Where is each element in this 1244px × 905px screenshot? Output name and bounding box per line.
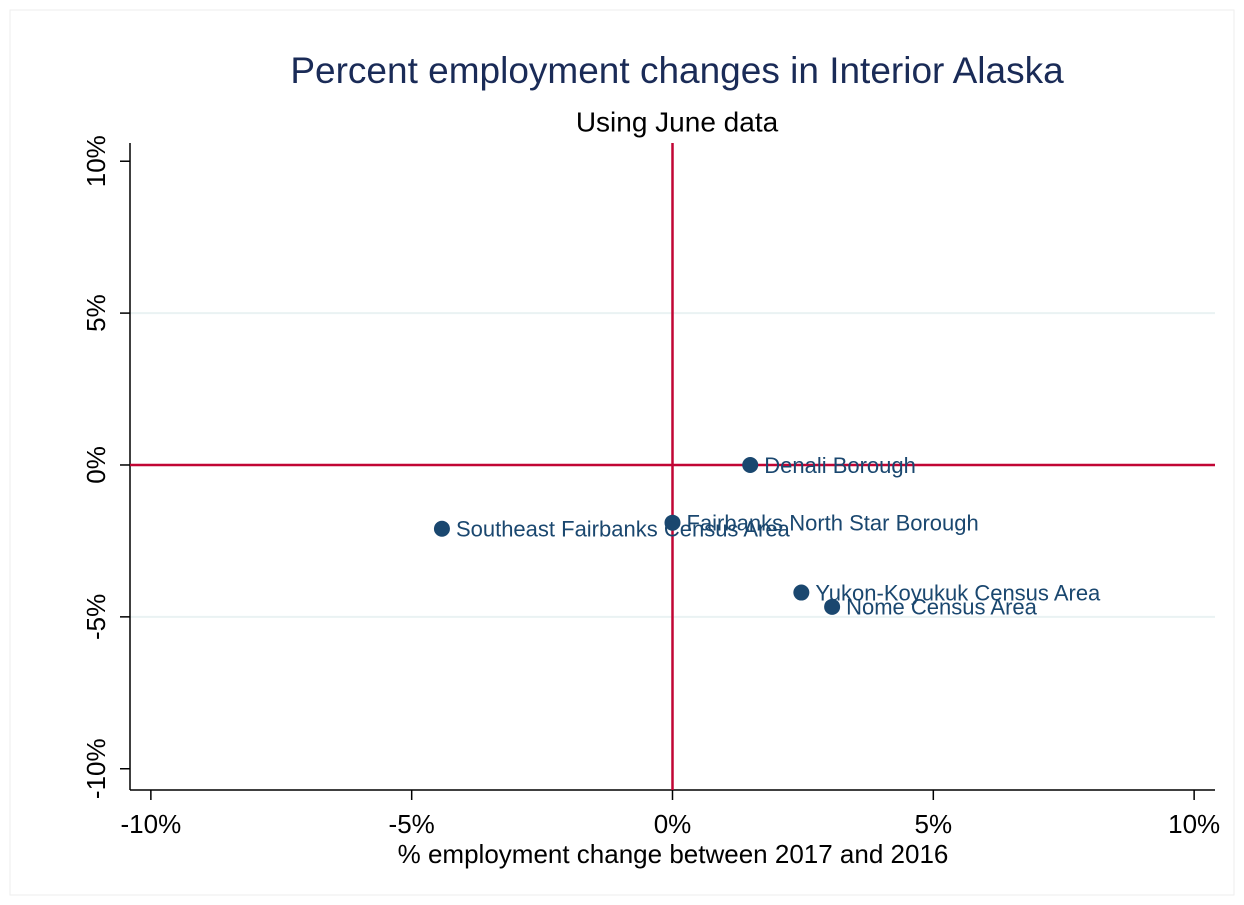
chart-title: Percent employment changes in Interior A…: [290, 50, 1064, 91]
x-tick-label: 5%: [915, 809, 953, 839]
y-tick-label: -5%: [81, 594, 111, 640]
point-label: Yukon-Koyukuk Census Area: [815, 580, 1101, 605]
point: [793, 584, 810, 601]
point-label: Nome Census Area: [846, 595, 1038, 620]
y-tick-label: -10%: [81, 738, 111, 799]
point: [664, 514, 681, 531]
point-label: Denali Borough: [764, 453, 916, 478]
x-tick-label: 0%: [654, 809, 692, 839]
point: [824, 598, 841, 615]
point-label: Fairbanks North Star Borough: [687, 511, 979, 536]
y-tick-label: 5%: [81, 294, 111, 332]
point: [433, 520, 450, 537]
x-axis-label: % employment change between 2017 and 201…: [398, 839, 949, 869]
frame: [9, 9, 1235, 896]
x-tick-label: -5%: [389, 809, 435, 839]
x-tick-label: 10%: [1168, 809, 1220, 839]
point-label: Southeast Fairbanks Census Area: [456, 517, 791, 542]
y-tick-label: 10%: [81, 135, 111, 187]
point: [742, 456, 759, 473]
chart-subtitle: Using June data: [576, 106, 779, 137]
x-tick-label: -10%: [121, 809, 182, 839]
y-tick-label: 0%: [81, 446, 111, 484]
